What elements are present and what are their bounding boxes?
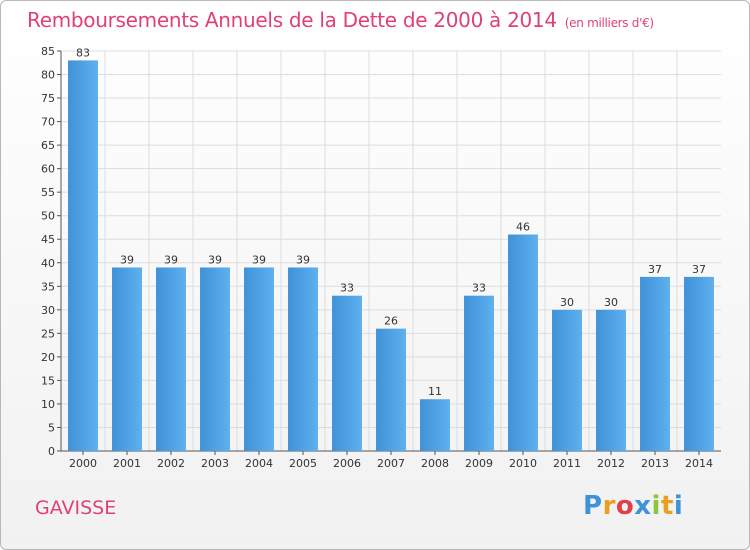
bar-2012 — [596, 309, 626, 451]
y-tick-label-40: 40 — [41, 257, 55, 270]
x-tick-label-2001: 2001 — [113, 457, 141, 470]
x-tick-label-2011: 2011 — [553, 457, 581, 470]
value-label-2006: 33 — [340, 282, 354, 295]
bar-2006 — [332, 295, 362, 451]
bar-2008 — [420, 399, 450, 451]
value-label-2009: 33 — [472, 282, 486, 295]
logo-letter-2: o — [615, 491, 635, 521]
y-tick-label-70: 70 — [41, 116, 55, 129]
bar-2007 — [376, 328, 406, 451]
logo-letter-4: i — [651, 491, 661, 521]
commune-name: GAVISSE — [35, 497, 117, 519]
bar-2010 — [508, 234, 538, 451]
x-tick-label-2000: 2000 — [69, 457, 97, 470]
value-label-2010: 46 — [516, 221, 530, 234]
bar-2001 — [112, 267, 142, 451]
chart-title: Remboursements Annuels de la Dette de 20… — [27, 8, 654, 32]
x-tick-label-2009: 2009 — [465, 457, 493, 470]
bar-2002 — [156, 267, 186, 451]
value-label-2011: 30 — [560, 296, 574, 309]
x-tick-label-2010: 2010 — [509, 457, 537, 470]
value-label-2003: 39 — [208, 253, 222, 266]
bar-2014 — [684, 276, 714, 451]
bar-2000 — [68, 60, 98, 451]
logo-letter-5: t — [660, 491, 674, 521]
bar-2013 — [640, 276, 670, 451]
bar-2004 — [244, 267, 274, 451]
x-tick-label-2003: 2003 — [201, 457, 229, 470]
value-label-2014: 37 — [692, 263, 706, 276]
chart-subtitle: (en milliers d'€) — [564, 16, 654, 30]
x-tick-label-2013: 2013 — [641, 457, 669, 470]
x-tick-label-2014: 2014 — [685, 457, 713, 470]
y-tick-label-55: 55 — [41, 186, 55, 199]
value-label-2001: 39 — [120, 253, 134, 266]
bars — [68, 60, 714, 451]
y-tick-label-80: 80 — [41, 69, 55, 82]
labels: 0 5 10 15 20 25 30 35 40 45 50 55 60 65 70 75 80 85 83 2000… — [41, 45, 713, 470]
y-tick-label-5: 5 — [48, 421, 55, 434]
value-label-2008: 11 — [428, 385, 442, 398]
x-tick-label-2012: 2012 — [597, 457, 625, 470]
y-tick-label-65: 65 — [41, 139, 55, 152]
y-tick-label-75: 75 — [41, 92, 55, 105]
value-label-2012: 30 — [604, 296, 618, 309]
logo-letter-0: P — [583, 491, 603, 521]
bar-2011 — [552, 309, 582, 451]
value-label-2013: 37 — [648, 263, 662, 276]
logo-letter-1: r — [602, 491, 616, 521]
y-tick-label-35: 35 — [41, 280, 55, 293]
x-tick-label-2006: 2006 — [333, 457, 361, 470]
value-label-2005: 39 — [296, 253, 310, 266]
logo-letter-3: x — [634, 491, 652, 521]
value-label-2004: 39 — [252, 253, 266, 266]
y-tick-label-20: 20 — [41, 351, 55, 364]
y-tick-label-15: 15 — [41, 374, 55, 387]
y-tick-label-30: 30 — [41, 304, 55, 317]
logo-letter-6: i — [673, 491, 684, 521]
y-tick-label-50: 50 — [41, 210, 55, 223]
bar-2009 — [464, 295, 494, 451]
y-tick-label-25: 25 — [41, 327, 55, 340]
value-label-2000: 83 — [76, 46, 90, 59]
x-tick-label-2005: 2005 — [289, 457, 317, 470]
y-tick-label-45: 45 — [41, 233, 55, 246]
y-tick-label-85: 85 — [41, 45, 55, 58]
x-tick-label-2002: 2002 — [157, 457, 185, 470]
y-tick-label-10: 10 — [41, 398, 55, 411]
proxiti-logo: Proxiti — [583, 491, 683, 521]
bar-2005 — [288, 267, 318, 451]
x-tick-label-2008: 2008 — [421, 457, 449, 470]
y-tick-label-60: 60 — [41, 163, 55, 176]
x-tick-label-2007: 2007 — [377, 457, 405, 470]
value-label-2002: 39 — [164, 253, 178, 266]
y-tick-label-0: 0 — [48, 445, 55, 458]
chart-title-text: Remboursements Annuels de la Dette de 20… — [27, 8, 557, 32]
x-tick-label-2004: 2004 — [245, 457, 273, 470]
value-label-2007: 26 — [384, 315, 398, 328]
bar-2003 — [200, 267, 230, 451]
